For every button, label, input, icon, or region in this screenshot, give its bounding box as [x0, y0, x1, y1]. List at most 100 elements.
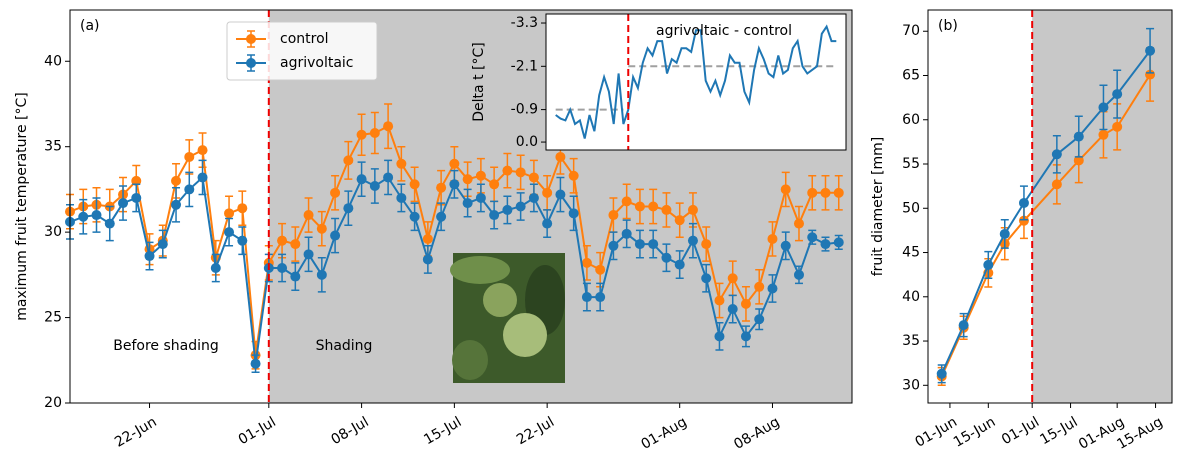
- marker: [91, 210, 102, 221]
- marker: [727, 273, 738, 284]
- marker: [184, 184, 195, 195]
- marker: [290, 271, 301, 282]
- marker: [793, 218, 804, 229]
- marker: [608, 240, 619, 251]
- marker: [171, 175, 182, 186]
- marker: [528, 172, 539, 183]
- marker: [502, 165, 513, 176]
- marker: [369, 180, 380, 191]
- marker: [621, 196, 632, 207]
- marker: [144, 251, 155, 262]
- x-tick-label: 01-Jul: [236, 414, 279, 448]
- marker: [1073, 131, 1084, 142]
- photo-leaf: [452, 340, 488, 380]
- marker: [780, 184, 791, 195]
- marker: [78, 211, 89, 222]
- marker: [687, 204, 698, 215]
- x-tick-label: 15-Jun: [951, 414, 998, 451]
- y-tick-label: 55: [902, 156, 920, 172]
- frame: [69, 9, 853, 404]
- marker: [502, 204, 513, 215]
- marker: [277, 235, 288, 246]
- marker: [958, 320, 969, 331]
- x-tick-label: 08-Jul: [328, 414, 371, 448]
- marker: [542, 187, 553, 198]
- marker: [780, 240, 791, 251]
- marker: [475, 192, 486, 203]
- plot-area: [546, 14, 846, 150]
- marker: [807, 187, 818, 198]
- marker: [701, 273, 712, 284]
- annotation: (a): [80, 18, 100, 34]
- y-axis-label: maximum fruit temperature [°C]: [14, 92, 30, 321]
- marker: [767, 233, 778, 244]
- x-tick-label: 01-Jun: [913, 414, 960, 451]
- series-line: [940, 50, 1151, 375]
- marker: [489, 210, 500, 221]
- frame: [545, 13, 847, 151]
- marker: [383, 172, 394, 183]
- marker: [197, 172, 208, 183]
- marker: [581, 257, 592, 268]
- marker: [674, 215, 685, 226]
- marker: [595, 264, 606, 275]
- marker: [634, 239, 645, 250]
- y-tick-label: 70: [902, 23, 920, 39]
- legend: control agrivoltaic: [226, 21, 378, 81]
- marker: [237, 235, 248, 246]
- marker: [104, 218, 115, 229]
- marker: [999, 228, 1010, 239]
- marker: [449, 158, 460, 169]
- x-tick-label: 01-Jul: [999, 414, 1042, 448]
- marker: [462, 198, 473, 209]
- marker: [1051, 149, 1062, 160]
- annotation: agrivoltaic - control: [656, 23, 792, 39]
- marker: [833, 187, 844, 198]
- marker: [555, 189, 566, 200]
- marker: [118, 198, 129, 209]
- marker: [197, 145, 208, 156]
- marker: [820, 239, 831, 250]
- marker: [157, 239, 168, 250]
- marker: [343, 203, 354, 214]
- marker: [396, 158, 407, 169]
- marker: [250, 358, 261, 369]
- marker: [131, 175, 142, 186]
- y-tick-label: 50: [902, 200, 920, 216]
- marker: [171, 199, 182, 210]
- y-tick-label: -3.3: [511, 15, 538, 31]
- marker: [1098, 129, 1109, 140]
- y-tick-label: 30: [44, 224, 62, 240]
- marker: [936, 368, 947, 379]
- y-axis-label: fruit diameter [mm]: [870, 137, 886, 277]
- marker: [661, 204, 672, 215]
- marker: [1051, 179, 1062, 190]
- marker: [621, 228, 632, 239]
- marker: [462, 174, 473, 185]
- y-tick-label: 40: [902, 289, 920, 305]
- marker: [648, 239, 659, 250]
- marker: [740, 331, 751, 342]
- marker: [727, 304, 738, 315]
- marker: [369, 128, 380, 139]
- legend-error: [247, 30, 255, 48]
- marker: [475, 170, 486, 181]
- marker: [568, 208, 579, 219]
- marker: [833, 237, 844, 248]
- marker: [528, 192, 539, 203]
- annotation: (b): [938, 18, 958, 34]
- x-tick-label: 22-Jun: [112, 414, 159, 451]
- series-line: [555, 24, 837, 139]
- marker: [489, 179, 500, 190]
- marker: [983, 259, 994, 270]
- legend-error: [247, 54, 255, 72]
- marker: [343, 155, 354, 166]
- y-tick-label: 35: [44, 139, 62, 155]
- marker: [383, 121, 394, 132]
- marker: [793, 269, 804, 280]
- legend-label: agrivoltaic: [280, 55, 354, 71]
- marker: [674, 259, 685, 270]
- y-tick-label: 20: [44, 395, 62, 411]
